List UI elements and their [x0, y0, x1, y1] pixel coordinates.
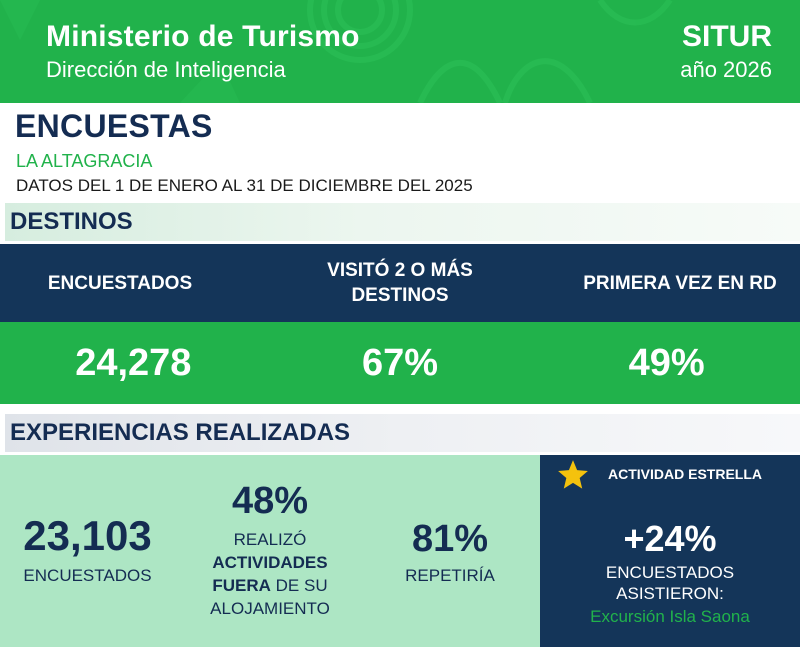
decorative-pattern — [0, 0, 673, 103]
survey-date-range: DATOS DEL 1 DE ENERO AL 31 DE DICIEMBRE … — [16, 176, 473, 195]
activities-label-line4: ALOJAMIENTO — [210, 599, 330, 618]
year-label: año 2026 — [680, 57, 772, 82]
repeat-value: 81% — [411, 518, 489, 560]
activities-label-line2: ACTIVIDADES — [212, 553, 328, 572]
activities-value: 48% — [231, 480, 309, 522]
actividad-estrella-title: ACTIVIDAD ESTRELLA — [608, 466, 762, 482]
actividad-estrella-excursion: Excursión Isla Saona — [590, 607, 750, 626]
activities-label-line1: REALIZÓ — [233, 530, 307, 549]
experiencias-respondents-label: ENCUESTADOS — [23, 566, 152, 585]
header-primera-vez: PRIMERA VEZ EN RD — [583, 272, 777, 294]
star-icon — [558, 460, 588, 489]
value-encuestados: 24,278 — [75, 341, 192, 384]
value-primera-vez: 49% — [628, 341, 705, 384]
activities-label-line3b: DE SU — [275, 576, 328, 595]
value-visito-destinos: 67% — [361, 341, 439, 384]
header-encuestados: ENCUESTADOS — [47, 272, 193, 294]
destinos-section-title: DESTINOS — [5, 203, 800, 241]
header-banner: Ministerio de Turismo Dirección de Intel… — [0, 0, 800, 103]
survey-title: ENCUESTAS — [15, 108, 213, 144]
ministry-title: Ministerio de Turismo — [46, 20, 360, 53]
destinos-value-row: 24,278 67% 49% — [0, 322, 800, 404]
actividad-estrella-label-line2: ASISTIERON: — [616, 584, 724, 603]
brand-label: SITUR — [682, 20, 772, 53]
actividad-estrella-value: +24% — [623, 518, 717, 559]
repeat-label: REPETIRÍA — [405, 566, 495, 585]
actividad-estrella-label: ENCUESTADOS ASISTIERON: — [540, 562, 800, 604]
destinos-header-row: ENCUESTADOS VISITÓ 2 O MÁS DESTINOS PRIM… — [0, 244, 800, 322]
experiencias-panel — [0, 455, 540, 647]
experiencias-section-title: EXPERIENCIAS REALIZADAS — [5, 414, 800, 452]
experiencias-respondents-value: 23,103 — [23, 512, 152, 559]
actividad-estrella-panel — [540, 455, 800, 647]
activities-label: REALIZÓ ACTIVIDADES FUERA DE SU ALOJAMIE… — [190, 528, 350, 620]
header-visito-destinos: VISITÓ 2 O MÁS DESTINOS — [327, 260, 473, 306]
ministry-subtitle: Dirección de Inteligencia — [46, 57, 286, 82]
actividad-estrella-label-line1: ENCUESTADOS — [605, 563, 735, 582]
activities-label-line3a: FUERA — [212, 576, 271, 595]
survey-location: LA ALTAGRACIA — [16, 151, 153, 171]
